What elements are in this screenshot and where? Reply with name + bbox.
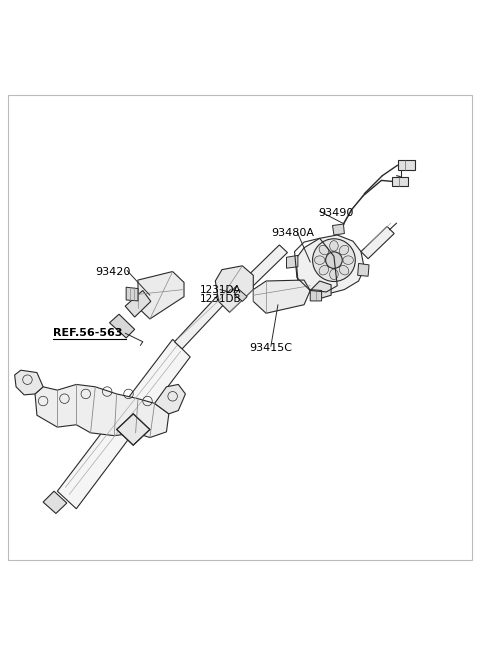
Polygon shape: [310, 290, 322, 301]
Polygon shape: [358, 263, 369, 276]
Polygon shape: [57, 339, 190, 509]
Text: 93420: 93420: [96, 267, 131, 276]
Ellipse shape: [330, 269, 338, 280]
Polygon shape: [43, 491, 67, 514]
Ellipse shape: [343, 256, 353, 265]
Polygon shape: [253, 280, 310, 313]
Polygon shape: [117, 414, 150, 445]
Polygon shape: [296, 235, 364, 294]
Text: 93490: 93490: [318, 208, 354, 217]
Ellipse shape: [314, 256, 325, 265]
Polygon shape: [14, 370, 43, 395]
Polygon shape: [125, 291, 151, 317]
Text: 93415C: 93415C: [250, 343, 292, 354]
Text: 93480A: 93480A: [271, 227, 314, 238]
Polygon shape: [287, 255, 298, 268]
Polygon shape: [175, 286, 234, 349]
Text: REF.56-563: REF.56-563: [53, 328, 122, 338]
Polygon shape: [109, 314, 135, 338]
Ellipse shape: [319, 265, 329, 275]
Text: 1231DA: 1231DA: [200, 286, 241, 295]
Ellipse shape: [319, 245, 329, 255]
Polygon shape: [155, 384, 185, 414]
Ellipse shape: [330, 240, 338, 251]
Polygon shape: [126, 287, 138, 301]
Polygon shape: [310, 281, 331, 299]
Text: 1231DB: 1231DB: [200, 294, 241, 304]
Polygon shape: [333, 224, 344, 235]
Polygon shape: [138, 272, 184, 319]
Ellipse shape: [312, 239, 355, 282]
Polygon shape: [242, 245, 288, 289]
Polygon shape: [35, 384, 169, 438]
Ellipse shape: [325, 252, 342, 269]
Polygon shape: [216, 266, 253, 312]
Polygon shape: [361, 227, 394, 259]
Polygon shape: [397, 160, 415, 170]
Ellipse shape: [339, 245, 349, 255]
Ellipse shape: [339, 265, 349, 275]
Polygon shape: [234, 290, 247, 301]
Polygon shape: [392, 177, 408, 186]
